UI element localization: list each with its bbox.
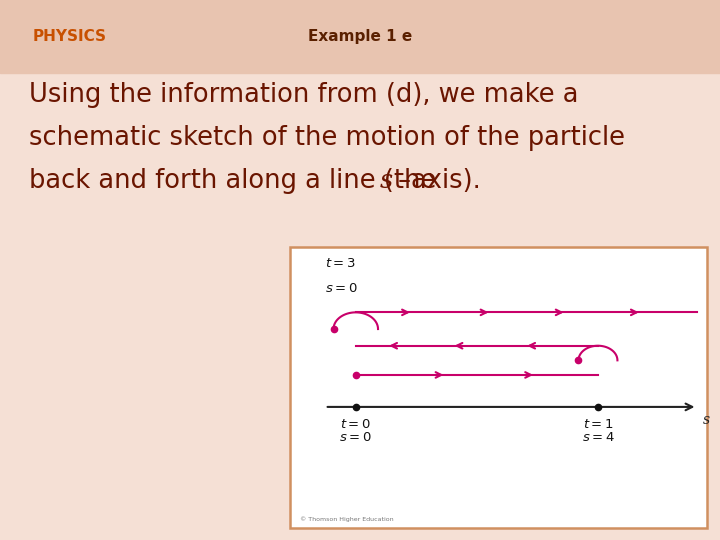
Text: $t = 3$: $t = 3$ [325, 256, 356, 270]
Text: s: s [380, 168, 393, 193]
Text: PHYSICS: PHYSICS [32, 29, 107, 44]
Text: $t = 0$: $t = 0$ [341, 418, 372, 431]
Text: Using the information from (d), we make a: Using the information from (d), we make … [29, 82, 578, 107]
FancyBboxPatch shape [290, 247, 707, 528]
Text: $t = 1$: $t = 1$ [582, 418, 613, 431]
Bar [0, 0, 720, 73]
Text: $s = 0$: $s = 0$ [339, 430, 372, 443]
Text: $s = 4$: $s = 4$ [582, 430, 614, 443]
Text: Example 1 e: Example 1 e [308, 29, 412, 44]
Text: © Thomson Higher Education: © Thomson Higher Education [300, 517, 394, 522]
Text: $s = 0$: $s = 0$ [325, 282, 357, 295]
Text: back and forth along a line (the: back and forth along a line (the [29, 168, 444, 194]
Text: schematic sketch of the motion of the particle: schematic sketch of the motion of the pa… [29, 125, 625, 151]
Text: –axis).: –axis). [390, 168, 480, 194]
Text: s: s [703, 414, 710, 428]
